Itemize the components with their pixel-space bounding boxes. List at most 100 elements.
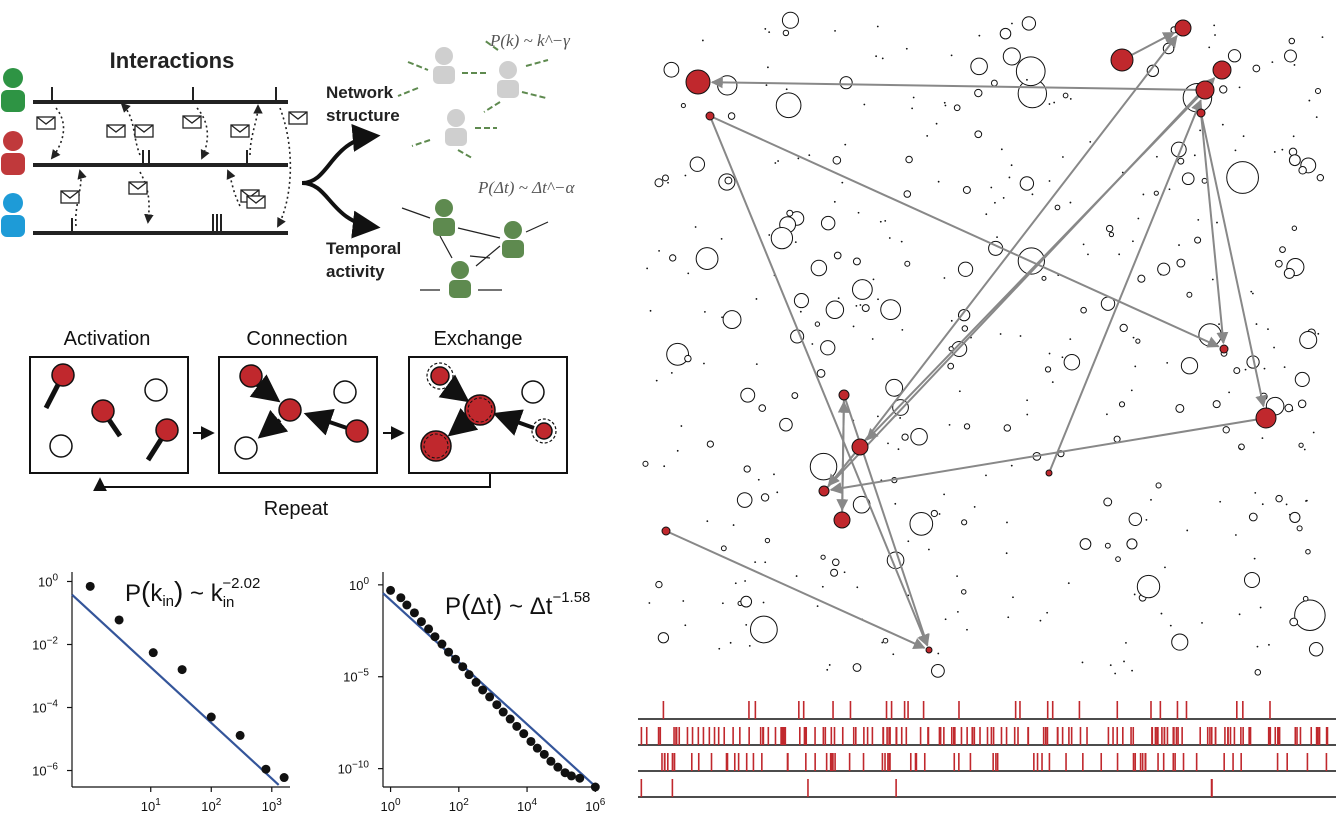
inactive-nodes bbox=[642, 11, 1326, 678]
inactive-node-dot bbox=[721, 316, 723, 319]
chart2-point bbox=[553, 762, 563, 772]
inactive-node-dot bbox=[1145, 518, 1148, 521]
inactive-node bbox=[791, 392, 799, 399]
fork-arrows bbox=[301, 124, 381, 239]
inactive-node-dot bbox=[844, 143, 847, 146]
stage-label-connection: Connection bbox=[246, 328, 347, 350]
chart2-point bbox=[424, 624, 434, 634]
inactive-node-dot bbox=[911, 107, 914, 110]
inactive-node bbox=[1128, 512, 1143, 527]
network-edge bbox=[1049, 99, 1203, 471]
inactive-node-dot bbox=[1281, 148, 1284, 151]
inactive-node-dot bbox=[649, 309, 652, 312]
inactive-node-dot bbox=[755, 363, 758, 366]
active-node bbox=[851, 438, 869, 456]
inactive-node bbox=[1284, 403, 1294, 413]
chart2-point bbox=[451, 654, 461, 664]
network-edge bbox=[669, 531, 926, 649]
inactive-node-dot bbox=[1026, 78, 1028, 81]
inactive-node bbox=[1153, 190, 1159, 196]
inactive-node bbox=[1181, 172, 1195, 186]
inactive-node bbox=[764, 537, 771, 544]
inactive-node-dot bbox=[754, 561, 757, 564]
chart2-point bbox=[478, 685, 488, 695]
inactive-node-dot bbox=[1238, 613, 1241, 616]
inactive-node bbox=[779, 417, 793, 432]
inactive-node-dot bbox=[944, 618, 947, 621]
inactive-node bbox=[1137, 274, 1146, 283]
inactive-node-dot bbox=[1155, 155, 1158, 158]
inactive-node-dot bbox=[950, 319, 953, 322]
active-node bbox=[1045, 469, 1053, 477]
inactive-node-dot bbox=[937, 180, 940, 183]
user-icon-blue bbox=[1, 193, 25, 237]
chart2-x-tick-label: 106 bbox=[585, 797, 605, 814]
inactive-node bbox=[736, 492, 753, 508]
inactive-node bbox=[930, 509, 938, 518]
inactive-node-dot bbox=[768, 31, 771, 34]
inactive-node-dot bbox=[745, 623, 748, 626]
inactive-node bbox=[1171, 633, 1189, 651]
inactive-node bbox=[825, 300, 845, 320]
inactive-node-dot bbox=[1317, 332, 1320, 335]
repeat-label: Repeat bbox=[264, 498, 329, 520]
inactive-node-dot bbox=[816, 605, 819, 608]
inactive-node bbox=[1054, 204, 1061, 211]
inactive-node-dot bbox=[872, 278, 875, 281]
inactive-node bbox=[782, 29, 790, 37]
model-stages-panel: Activation Connection Exchange bbox=[29, 328, 568, 520]
inactive-node-dot bbox=[704, 310, 706, 313]
inactive-node bbox=[861, 304, 870, 313]
inactive-node-dot bbox=[663, 465, 666, 468]
inactive-node-dot bbox=[994, 201, 996, 204]
chart1-point bbox=[235, 730, 245, 740]
inactive-node bbox=[1115, 556, 1121, 562]
inactive-node-dot bbox=[1160, 612, 1163, 615]
inactive-node-dot bbox=[877, 298, 879, 301]
inactive-node bbox=[961, 325, 969, 332]
active-node bbox=[818, 485, 830, 497]
inactive-node-dot bbox=[1219, 500, 1222, 503]
inactive-node-dot bbox=[755, 298, 758, 300]
inactive-node-dot bbox=[1255, 323, 1258, 325]
inactive-node-dot bbox=[990, 186, 993, 189]
chart2-point bbox=[575, 773, 585, 783]
inactive-node bbox=[1104, 542, 1111, 549]
inactive-node-dot bbox=[1216, 221, 1218, 224]
active-node bbox=[1212, 60, 1232, 80]
chart1-point bbox=[85, 581, 95, 591]
inactive-node bbox=[961, 519, 968, 526]
chart2-point bbox=[437, 639, 447, 649]
inactive-node bbox=[727, 112, 736, 120]
inactive-node-dot bbox=[1121, 171, 1124, 174]
inactive-node-dot bbox=[875, 55, 878, 58]
chart2-point bbox=[444, 647, 454, 657]
inactive-node-dot bbox=[1186, 529, 1189, 532]
inactive-node bbox=[1063, 353, 1081, 371]
inactive-node-dot bbox=[887, 442, 889, 445]
inactive-node-dot bbox=[881, 641, 884, 644]
inactive-node-dot bbox=[720, 238, 723, 240]
network-edge bbox=[829, 418, 1257, 495]
inactive-node bbox=[720, 545, 727, 552]
inactive-node bbox=[1297, 399, 1307, 409]
inactive-node-dot bbox=[888, 237, 891, 239]
inactive-node-dot bbox=[1250, 290, 1253, 293]
inactive-node bbox=[882, 637, 889, 644]
inactive-node-dot bbox=[973, 506, 976, 508]
chart2-point bbox=[519, 729, 529, 739]
user-icon-green bbox=[1, 68, 25, 112]
inactive-node bbox=[1180, 357, 1199, 375]
inactive-node bbox=[880, 299, 902, 321]
inactive-node-dot bbox=[1019, 335, 1022, 337]
inactive-node-dot bbox=[912, 96, 915, 99]
inactive-node-dot bbox=[1125, 641, 1127, 644]
inactive-node bbox=[809, 452, 838, 481]
chart2-point bbox=[458, 662, 468, 672]
exchange-nodes bbox=[420, 362, 557, 462]
inactive-node bbox=[1289, 617, 1299, 627]
active-node bbox=[1174, 19, 1192, 37]
interactions-title: Interactions bbox=[110, 48, 235, 73]
inactive-node-dot bbox=[765, 84, 768, 87]
chart2-point bbox=[590, 782, 600, 792]
